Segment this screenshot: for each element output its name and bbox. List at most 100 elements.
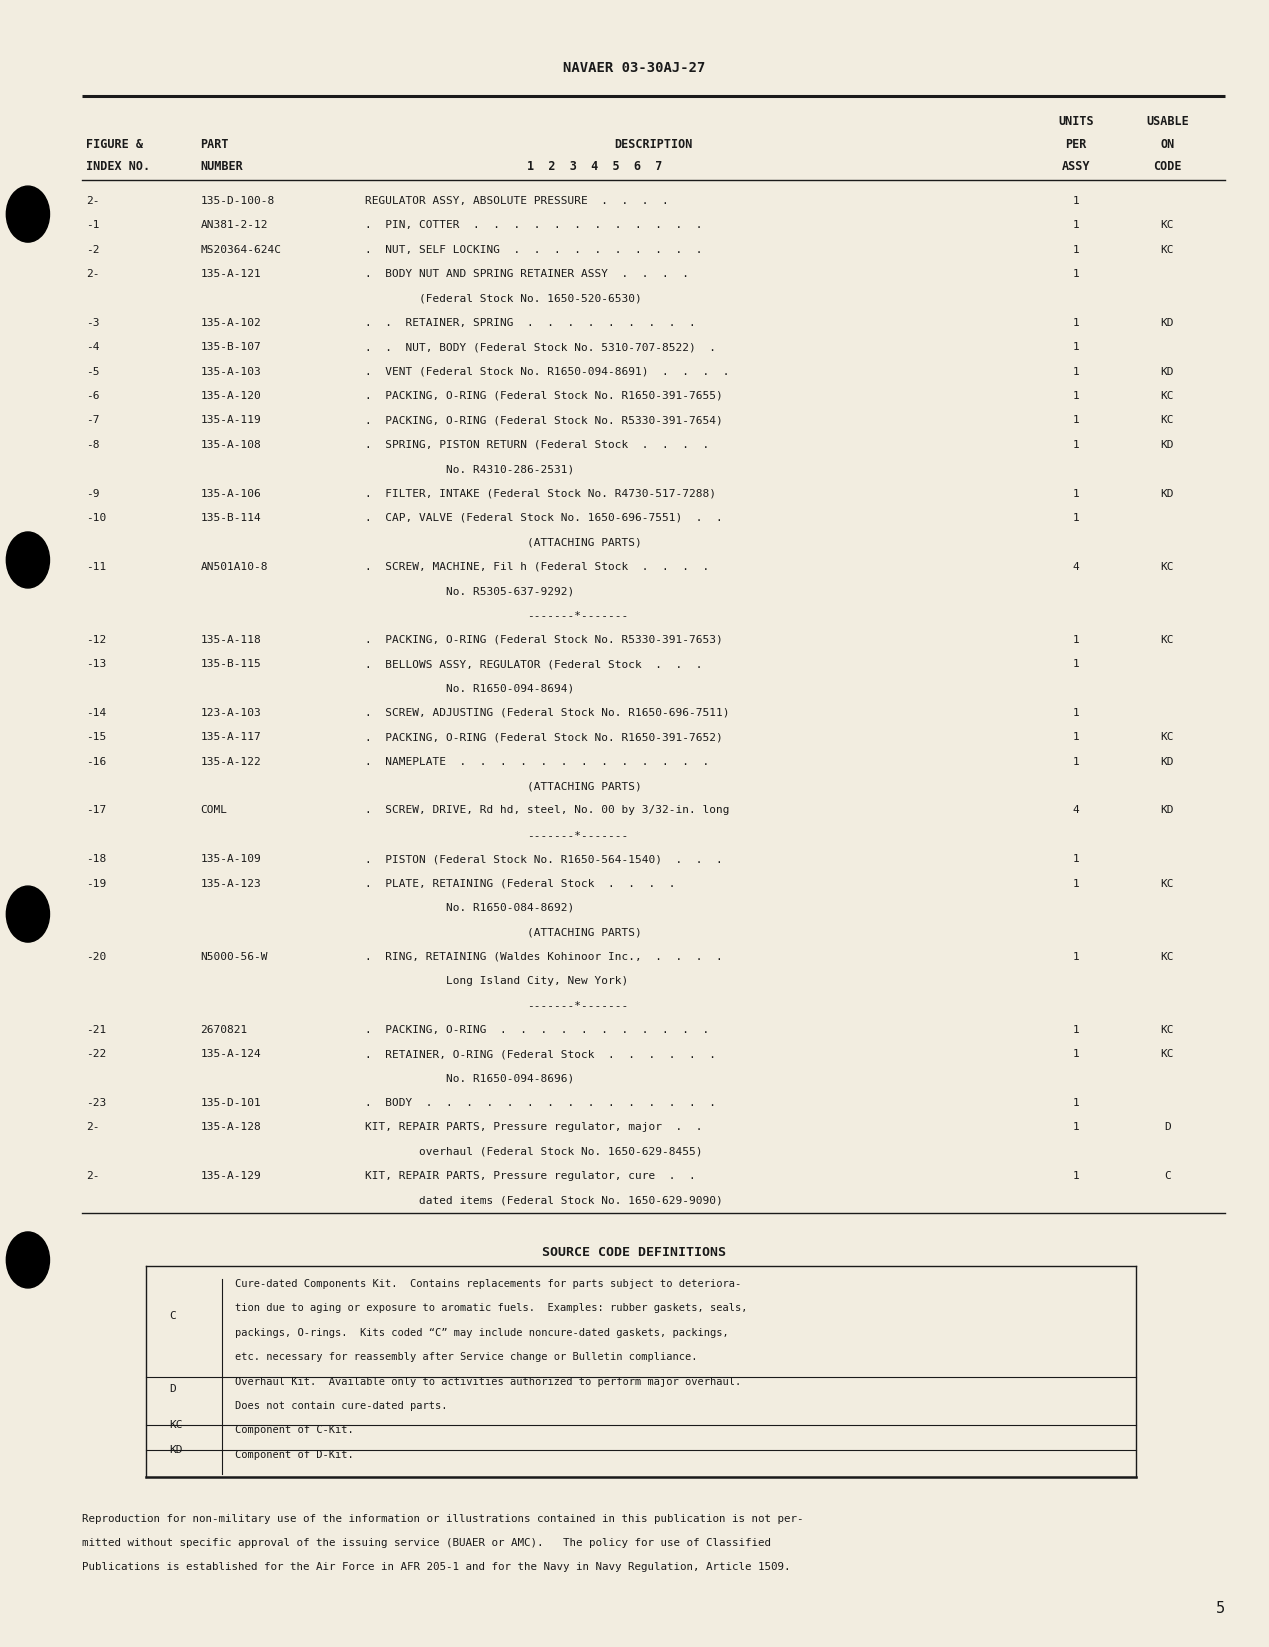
Text: .  NUT, SELF LOCKING  .  .  .  .  .  .  .  .  .  .: . NUT, SELF LOCKING . . . . . . . . . .	[365, 245, 703, 255]
Text: 2-: 2-	[86, 268, 100, 278]
Text: .  SCREW, MACHINE, Fil h (Federal Stock  .  .  .  .: . SCREW, MACHINE, Fil h (Federal Stock .…	[365, 562, 709, 572]
Text: .  BELLOWS ASSY, REGULATOR (Federal Stock  .  .  .: . BELLOWS ASSY, REGULATOR (Federal Stock…	[365, 659, 703, 669]
Text: KIT, REPAIR PARTS, Pressure regulator, cure  .  .: KIT, REPAIR PARTS, Pressure regulator, c…	[365, 1171, 697, 1181]
Text: KC: KC	[169, 1420, 183, 1430]
Text: ASSY: ASSY	[1062, 160, 1090, 173]
Text: PER: PER	[1066, 138, 1086, 152]
Text: 1: 1	[1072, 367, 1080, 377]
Text: 2-: 2-	[86, 1122, 100, 1131]
Text: 1: 1	[1072, 196, 1080, 206]
Text: KC: KC	[1161, 562, 1174, 572]
Text: Long Island City, New York): Long Island City, New York)	[365, 977, 628, 987]
Text: KD: KD	[1161, 805, 1174, 815]
Text: KC: KC	[1161, 1024, 1174, 1034]
Text: PART: PART	[201, 138, 228, 152]
Text: 1: 1	[1072, 1099, 1080, 1108]
Text: -21: -21	[86, 1024, 107, 1034]
Text: -19: -19	[86, 878, 107, 888]
Text: 135-D-100-8: 135-D-100-8	[201, 196, 275, 206]
Text: .  RETAINER, O-RING (Federal Stock  .  .  .  .  .  .: . RETAINER, O-RING (Federal Stock . . . …	[365, 1049, 717, 1059]
Text: 135-B-115: 135-B-115	[201, 659, 261, 669]
Text: 1: 1	[1072, 489, 1080, 499]
Text: (ATTACHING PARTS): (ATTACHING PARTS)	[527, 927, 641, 937]
Text: 135-A-120: 135-A-120	[201, 390, 261, 400]
Text: No. R4310-286-2531): No. R4310-286-2531)	[365, 464, 575, 474]
Text: 4: 4	[1072, 562, 1080, 572]
Text: -13: -13	[86, 659, 107, 669]
Text: FIGURE &: FIGURE &	[86, 138, 143, 152]
Text: -------*-------: -------*-------	[527, 611, 628, 621]
Text: 2-: 2-	[86, 1171, 100, 1181]
Text: packings, O-rings.  Kits coded “C” may include noncure-dated gaskets, packings,: packings, O-rings. Kits coded “C” may in…	[235, 1327, 728, 1337]
Text: KC: KC	[1161, 733, 1174, 743]
Text: KC: KC	[1161, 390, 1174, 400]
Text: -7: -7	[86, 415, 100, 425]
Text: -6: -6	[86, 390, 100, 400]
Text: D: D	[1164, 1122, 1171, 1131]
Text: KC: KC	[1161, 221, 1174, 231]
Text: 123-A-103: 123-A-103	[201, 708, 261, 718]
Text: KD: KD	[1161, 367, 1174, 377]
Text: .  SCREW, DRIVE, Rd hd, steel, No. 00 by 3/32-in. long: . SCREW, DRIVE, Rd hd, steel, No. 00 by …	[365, 805, 730, 815]
Text: KC: KC	[1161, 634, 1174, 644]
Circle shape	[6, 186, 49, 242]
Text: .  PISTON (Federal Stock No. R1650-564-1540)  .  .  .: . PISTON (Federal Stock No. R1650-564-15…	[365, 855, 723, 865]
Text: 135-A-124: 135-A-124	[201, 1049, 261, 1059]
Text: 1: 1	[1072, 855, 1080, 865]
Text: 1: 1	[1072, 415, 1080, 425]
Text: 1: 1	[1072, 878, 1080, 888]
Text: -11: -11	[86, 562, 107, 572]
Text: 135-B-114: 135-B-114	[201, 512, 261, 522]
Circle shape	[6, 886, 49, 942]
Text: KIT, REPAIR PARTS, Pressure regulator, major  .  .: KIT, REPAIR PARTS, Pressure regulator, m…	[365, 1122, 703, 1131]
Text: Component of D-Kit.: Component of D-Kit.	[235, 1449, 354, 1459]
Text: 1: 1	[1072, 634, 1080, 644]
Text: KD: KD	[169, 1444, 183, 1454]
Text: 1: 1	[1072, 268, 1080, 278]
Text: KC: KC	[1161, 415, 1174, 425]
Text: -14: -14	[86, 708, 107, 718]
Text: C: C	[169, 1311, 175, 1321]
Text: 135-A-106: 135-A-106	[201, 489, 261, 499]
Text: overhaul (Federal Stock No. 1650-629-8455): overhaul (Federal Stock No. 1650-629-845…	[365, 1146, 703, 1156]
Text: Cure-dated Components Kit.  Contains replacements for parts subject to deteriora: Cure-dated Components Kit. Contains repl…	[235, 1280, 741, 1290]
Text: 135-B-107: 135-B-107	[201, 343, 261, 352]
Text: 2670821: 2670821	[201, 1024, 247, 1034]
Text: .  PACKING, O-RING (Federal Stock No. R1650-391-7652): . PACKING, O-RING (Federal Stock No. R16…	[365, 733, 723, 743]
Text: UNITS: UNITS	[1058, 115, 1094, 128]
Text: tion due to aging or exposure to aromatic fuels.  Examples: rubber gaskets, seal: tion due to aging or exposure to aromati…	[235, 1303, 747, 1313]
Text: 135-A-122: 135-A-122	[201, 756, 261, 766]
Text: 1: 1	[1072, 952, 1080, 962]
Text: D: D	[169, 1383, 175, 1393]
Text: 1: 1	[1072, 221, 1080, 231]
Text: 135-A-129: 135-A-129	[201, 1171, 261, 1181]
Text: -18: -18	[86, 855, 107, 865]
Text: etc. necessary for reassembly after Service change or Bulletin compliance.: etc. necessary for reassembly after Serv…	[235, 1352, 697, 1362]
Text: NAVAER 03-30AJ-27: NAVAER 03-30AJ-27	[563, 61, 706, 76]
Text: -------*-------: -------*-------	[527, 1000, 628, 1010]
Text: COML: COML	[201, 805, 227, 815]
Text: Component of C-Kit.: Component of C-Kit.	[235, 1425, 354, 1435]
Text: (ATTACHING PARTS): (ATTACHING PARTS)	[527, 781, 641, 791]
Text: AN501A10-8: AN501A10-8	[201, 562, 268, 572]
Text: -9: -9	[86, 489, 100, 499]
Text: .  PACKING, O-RING (Federal Stock No. R1650-391-7655): . PACKING, O-RING (Federal Stock No. R16…	[365, 390, 723, 400]
Text: Reproduction for non-military use of the information or illustrations contained : Reproduction for non-military use of the…	[82, 1514, 805, 1523]
Text: Publications is established for the Air Force in AFR 205-1 and for the Navy in N: Publications is established for the Air …	[82, 1563, 791, 1573]
Text: (Federal Stock No. 1650-520-6530): (Federal Stock No. 1650-520-6530)	[365, 293, 642, 303]
Text: .  FILTER, INTAKE (Federal Stock No. R4730-517-7288): . FILTER, INTAKE (Federal Stock No. R473…	[365, 489, 717, 499]
Text: Overhaul Kit.  Available only to activities authorized to perform major overhaul: Overhaul Kit. Available only to activiti…	[235, 1377, 741, 1387]
Text: 135-A-103: 135-A-103	[201, 367, 261, 377]
Text: -5: -5	[86, 367, 100, 377]
Text: 4: 4	[1072, 805, 1080, 815]
Text: 1: 1	[1072, 390, 1080, 400]
Text: 135-A-102: 135-A-102	[201, 318, 261, 328]
Text: 135-A-118: 135-A-118	[201, 634, 261, 644]
Text: -3: -3	[86, 318, 100, 328]
Text: 5: 5	[1216, 1601, 1225, 1616]
Text: REGULATOR ASSY, ABSOLUTE PRESSURE  .  .  .  .: REGULATOR ASSY, ABSOLUTE PRESSURE . . . …	[365, 196, 669, 206]
Text: -4: -4	[86, 343, 100, 352]
Text: ON: ON	[1160, 138, 1175, 152]
Text: 135-A-117: 135-A-117	[201, 733, 261, 743]
Text: KD: KD	[1161, 318, 1174, 328]
